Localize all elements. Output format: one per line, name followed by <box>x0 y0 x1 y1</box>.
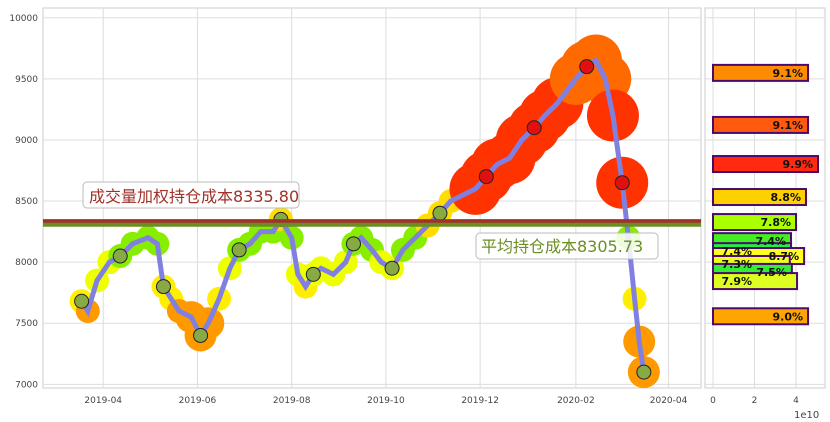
hline-label-vwap: 成交量加权持仓成本8335.80 <box>82 181 300 209</box>
x-tick-label: 2019-10 <box>367 396 405 406</box>
fruit-marker <box>193 327 209 343</box>
y-tick-label: 7500 <box>15 319 38 329</box>
volume-x-tick-label: 2 <box>752 396 758 406</box>
x-tick-label: 2020-04 <box>650 396 688 406</box>
x-tick-label: 2019-06 <box>179 396 217 406</box>
x-tick-label: 2019-08 <box>273 396 311 406</box>
fruit-marker <box>345 236 361 252</box>
hline-label-avg: 平均持仓成本8305.73 <box>475 232 659 260</box>
volume-bar <box>712 213 798 232</box>
volume-bar-label: 7.9% <box>721 275 752 288</box>
volume-bar <box>712 188 807 207</box>
volume-bar-label: 7.4% <box>756 235 787 248</box>
fruit-marker <box>526 120 542 136</box>
fruit-marker <box>614 175 630 191</box>
volume-bar <box>712 307 810 326</box>
fruit-marker <box>155 279 171 295</box>
fruit-marker <box>579 59 595 75</box>
avg-cost-label: 平均持仓成本8305.73 <box>481 237 643 256</box>
y-tick-label: 8500 <box>15 197 38 207</box>
volume-bar <box>712 272 799 291</box>
x-offset-label: 1e10 <box>794 410 819 421</box>
volume-bar <box>712 63 810 82</box>
volume-bar-label: 9.9% <box>783 158 814 171</box>
fruit-marker <box>478 169 494 185</box>
volume-bar-label: 8.8% <box>770 191 801 204</box>
fruit-marker <box>74 293 90 309</box>
volume-bar <box>712 155 820 174</box>
y-tick-label: 10000 <box>9 14 38 24</box>
volume-bar-label: 7.4% <box>721 245 752 258</box>
y-tick-label: 7000 <box>15 380 38 390</box>
x-tick-label: 2019-12 <box>461 396 499 406</box>
fruit-marker <box>384 260 400 276</box>
y-tick-label: 9500 <box>15 75 38 85</box>
volume-bar-label: 9.1% <box>773 119 804 132</box>
volume-bar-label: 7.3% <box>721 258 752 271</box>
volume-x-tick-label: 4 <box>793 396 799 406</box>
volume-bar <box>712 115 810 134</box>
fruit-marker <box>112 248 128 264</box>
x-tick-label: 2019-04 <box>84 396 122 406</box>
volume-bar-label: 7.5% <box>756 266 787 279</box>
volume-bar-label: 9.0% <box>773 310 804 323</box>
volume-bar-label: 8.7% <box>769 250 800 263</box>
vwap-cost-label: 成交量加权持仓成本8335.80 <box>89 187 299 206</box>
fruit-marker <box>305 266 321 282</box>
y-tick-label: 9000 <box>15 136 38 146</box>
fruit-marker <box>432 205 448 221</box>
volume-x-tick-label: 0 <box>710 396 716 406</box>
x-tick-label: 2020-02 <box>557 396 595 406</box>
y-tick-label: 8000 <box>15 258 38 268</box>
volume-bar-label: 7.8% <box>761 216 792 229</box>
fruit-marker <box>231 242 247 258</box>
volume-bar-label: 9.1% <box>773 67 804 80</box>
fruit-marker <box>636 364 652 380</box>
